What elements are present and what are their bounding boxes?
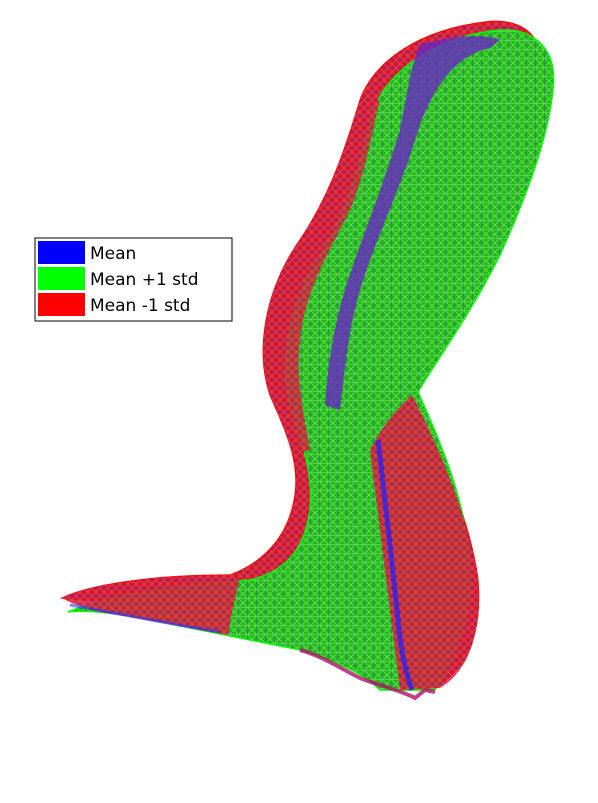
mesh-bottom-edge bbox=[299, 648, 436, 701]
legend-label-1: Mean +1 std bbox=[90, 270, 199, 290]
mesh-mean-ridge-lower bbox=[375, 439, 415, 691]
mesh-mean-foot-edge bbox=[69, 603, 221, 634]
legend: Mean Mean +1 std Mean -1 std bbox=[34, 237, 233, 322]
legend-swatch-1 bbox=[38, 267, 85, 290]
legend-label-0: Mean bbox=[90, 244, 136, 264]
legend-swatch-2 bbox=[38, 293, 85, 316]
mesh-minus-std-foot bbox=[62, 575, 240, 635]
mesh-minus-std-edge-upper bbox=[263, 100, 380, 455]
mesh-mean-band-upper bbox=[325, 36, 500, 410]
legend-swatch-0 bbox=[38, 241, 85, 264]
legend-label-2: Mean -1 std bbox=[90, 296, 190, 316]
